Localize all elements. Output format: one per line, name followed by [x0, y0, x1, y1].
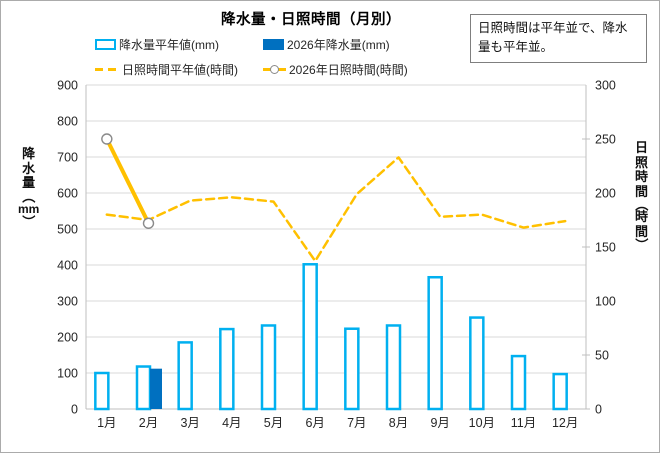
x-axis-label: 5月 — [264, 416, 283, 430]
y-axis-label-right: 100 — [595, 295, 616, 309]
x-axis-label: 6月 — [305, 416, 324, 430]
y-axis-label-left: 400 — [57, 259, 78, 273]
y-axis-label-right: 50 — [595, 349, 609, 363]
legend-marker-sun-normal — [95, 68, 119, 71]
axis-title-char: 照 — [635, 154, 649, 170]
legend-item-sun-2026: 2026年日照時間(時間) — [263, 61, 408, 78]
axis-title-char: 降 — [22, 146, 36, 161]
legend-label-precip-2026: 2026年降水量(mm) — [287, 38, 390, 52]
left-axis-title: 降水量（mm） — [18, 146, 40, 227]
axis-title-char: 時 — [635, 209, 649, 224]
bar-precip-normal — [385, 324, 402, 411]
x-axis-label: 11月 — [511, 416, 536, 430]
legend: 降水量平年値(mm) 2026年降水量(mm) 日照時間平年値(時間) 2026… — [95, 36, 408, 78]
legend-label-sun-2026: 2026年日照時間(時間) — [289, 63, 408, 77]
y-axis-label-right: 200 — [595, 187, 616, 201]
y-axis-label-left: 0 — [71, 403, 78, 417]
bar-precip-normal — [135, 365, 152, 411]
legend-item-sun-normal: 日照時間平年値(時間) — [95, 61, 263, 78]
legend-item-precip-normal: 降水量平年値(mm) — [95, 36, 263, 53]
y-axis-label-right: 300 — [595, 79, 616, 93]
y-axis-label-right: 250 — [595, 133, 616, 147]
legend-marker-precip-normal — [95, 39, 116, 50]
axis-title-char: 水 — [22, 160, 36, 176]
axis-title-char: 間 — [635, 223, 649, 239]
x-axis-label: 2月 — [139, 416, 158, 430]
bar-precip-normal — [510, 354, 527, 411]
annotation-note: 日照時間は平年並で、降水量も平年並。 — [470, 14, 647, 63]
axis-title-char: 日 — [635, 140, 649, 155]
x-axis-label: 3月 — [180, 416, 199, 430]
bar-precip-normal — [260, 324, 277, 411]
y-axis-label-left: 800 — [57, 115, 78, 129]
y-axis-label-left: 200 — [57, 331, 78, 345]
x-axis-label: 9月 — [430, 416, 449, 430]
chart-title: 降水量・日照時間（月別） — [221, 12, 401, 28]
legend-label-precip-normal: 降水量平年値(mm) — [119, 38, 219, 52]
axis-title-char: 量 — [22, 175, 36, 190]
y-axis-label-left: 700 — [57, 151, 78, 165]
bar-precip-normal — [177, 341, 193, 411]
x-axis-label: 4月 — [222, 416, 241, 430]
legend-marker-precip-2026 — [263, 39, 284, 50]
axis-title-unit: mm — [18, 201, 40, 216]
sunshine-normal-line — [105, 156, 567, 263]
y-axis-label-left: 900 — [57, 79, 78, 93]
bar-precip-normal — [469, 316, 485, 411]
bar-precip-normal — [302, 263, 318, 411]
sunshine-2026-marker — [101, 133, 113, 145]
y-axis-label-right: 0 — [595, 403, 602, 417]
y-axis-label-right: 150 — [595, 241, 616, 255]
right-axis-title: 日照時間（時間） — [634, 140, 649, 251]
bar-precip-2026 — [150, 368, 162, 409]
legend-label-sun-normal: 日照時間平年値(時間) — [122, 63, 238, 77]
bar-precip-normal — [427, 275, 443, 411]
x-axis-label: 10月 — [469, 416, 495, 430]
y-axis-label-left: 500 — [57, 223, 78, 237]
y-axis-label-left: 600 — [57, 187, 78, 201]
y-axis-label-left: 100 — [57, 367, 78, 381]
axis-title-char: 時 — [635, 169, 649, 184]
bar-precip-normal — [552, 372, 568, 411]
x-axis-label: 7月 — [347, 416, 366, 430]
sunshine-2026-line — [104, 137, 151, 226]
sunshine-2026-marker — [142, 217, 155, 229]
x-axis-label: 8月 — [389, 416, 408, 430]
bar-precip-normal — [219, 327, 235, 411]
legend-item-precip-2026: 2026年降水量(mm) — [263, 36, 408, 53]
x-axis-label: 1月 — [97, 416, 116, 430]
bar-precip-normal — [94, 371, 110, 411]
bar-precip-normal — [344, 327, 360, 411]
legend-marker-sun-2026 — [263, 64, 286, 75]
axis-title-char: 間 — [635, 183, 649, 199]
y-axis-label-left: 300 — [57, 295, 78, 309]
x-axis-label: 12月 — [552, 416, 578, 430]
